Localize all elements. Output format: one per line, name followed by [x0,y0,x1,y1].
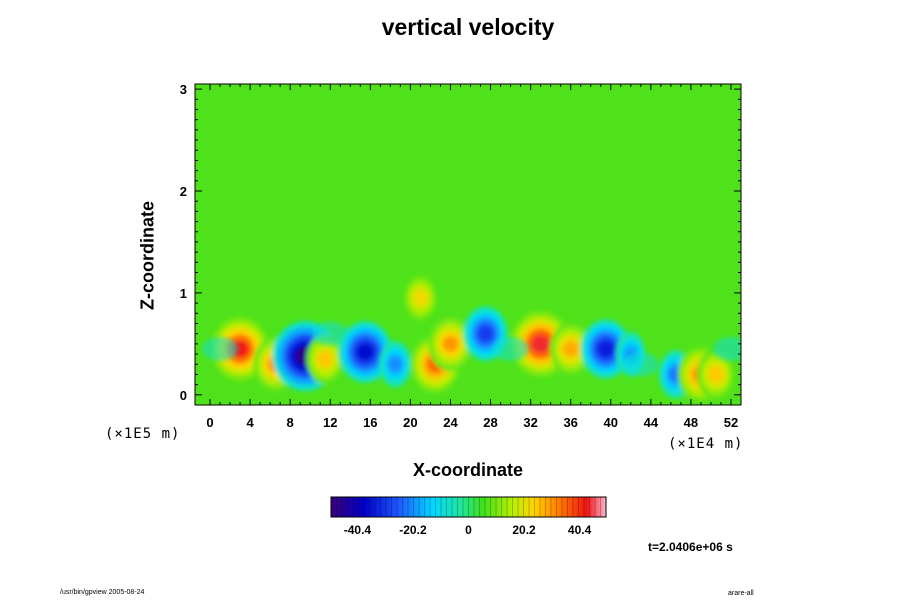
colorbar-tick-label: -20.2 [399,523,427,537]
time-annotation: t=2.0406e+06 s [648,540,733,554]
footer-left: /usr/bin/gpview 2005-08-24 [60,589,145,596]
x-tick-label: 44 [644,415,659,430]
field-cell-3 [306,333,345,385]
y-tick-label: 2 [180,184,187,199]
plot-frame [194,83,742,406]
field-cell-11 [549,322,592,376]
colorbar-tick-label: -40.4 [344,523,372,537]
x-tick-label: 8 [287,415,294,430]
colorbar-tick-label: 0 [465,523,472,537]
colorbar-tick-label: 40.4 [568,523,592,537]
x-tick-label: 0 [206,415,213,430]
colorbar: -40.4 -20.2 0 20.2 40.4 [330,496,607,537]
field-band-3 [622,352,659,377]
x-tick-label: 48 [684,415,698,430]
y-axis-label: Z-coordinate [137,201,158,311]
x-tick-label: 4 [246,415,254,430]
velocity-field [195,84,741,405]
field-cell-5 [379,340,412,388]
x-tick-label: 16 [363,415,377,430]
field-cell-4 [338,321,393,383]
footer-right: arare-all [728,590,754,597]
z-axis-unit: (×1E5 m) [105,426,181,442]
colorbar-frame [330,496,607,518]
x-tick-label: 20 [403,415,417,430]
field-band-0 [202,336,239,361]
x-tick-label: 36 [563,415,577,430]
field-band-1 [312,321,349,346]
x-axis-label: X-coordinate [412,460,523,480]
y-tick-label: 1 [180,286,187,301]
field-band-2 [492,336,529,361]
x-tick-label: 32 [523,415,537,430]
field-cell-16 [696,349,735,400]
x-tick-label: 52 [724,415,738,430]
y-tick-label: 0 [180,388,187,403]
field-cell-6 [403,273,438,323]
x-tick-label: 28 [483,415,497,430]
field-band-4 [712,336,741,361]
colorbar-tick-label: 20.2 [512,523,536,537]
x-tick-label: 40 [604,415,618,430]
x-tick-label: 12 [323,415,337,430]
field-cell-8 [428,316,473,372]
chart-title: vertical velocity [381,14,555,40]
x-axis-unit: (×1E4 m) [668,436,744,452]
y-tick-label: 3 [180,82,187,97]
x-tick-label: 24 [443,415,458,430]
